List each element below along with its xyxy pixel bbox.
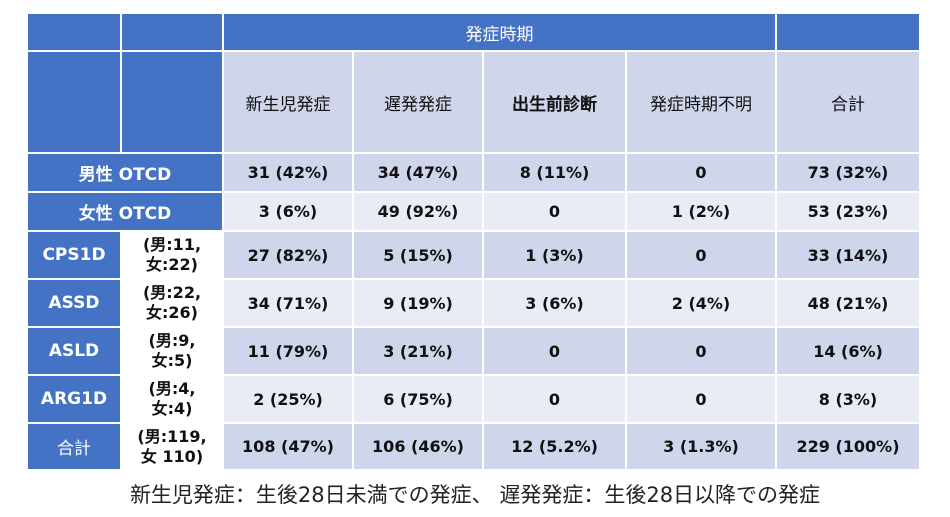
table-cell: 1 (2%)	[625, 191, 777, 232]
table-cell: 0	[482, 326, 627, 376]
table-cell: 3 (6%)	[482, 278, 627, 328]
table-cell: 9 (19%)	[352, 278, 484, 328]
sub-line: (男:9,	[148, 331, 196, 350]
column-header-blank-2	[120, 50, 224, 154]
table-cell: 34 (71%)	[222, 278, 354, 328]
onset-period-header: 発症時期	[222, 12, 777, 52]
footnote-caption: 新生児発症：生後28日未満での発症、 遅発発症：生後28日以降での発症	[129, 483, 821, 507]
sub-line: 女:5)	[151, 351, 193, 370]
header-corner-1	[26, 12, 122, 52]
table-row: 女性 OTCD 3 (6%) 49 (92%) 0 1 (2%) 53 (23%…	[26, 191, 921, 232]
table-row: ASSD (男:22, 女:26) 34 (71%) 9 (19%) 3 (6%)…	[26, 278, 921, 328]
table-row: ASLD (男:9, 女:5) 11 (79%) 3 (21%) 0 0 14 (…	[26, 326, 921, 376]
sub-line: (男:22,	[142, 283, 202, 302]
column-header-total: 合計	[775, 50, 921, 154]
table-cell: 0	[625, 152, 777, 193]
sub-line: 女:26)	[146, 303, 198, 322]
table-row: CPS1D (男:11, 女:22) 27 (82%) 5 (15%) 1 (3%…	[26, 230, 921, 280]
table-cell: 49 (92%)	[352, 191, 484, 232]
row-label: 男性 OTCD	[26, 152, 224, 193]
column-header-neonatal: 新生児発症	[222, 50, 354, 154]
table-cell: 0	[625, 374, 777, 424]
table-cell: 48 (21%)	[775, 278, 921, 328]
table-cell: 0	[625, 326, 777, 376]
table-cell: 0	[482, 374, 627, 424]
onset-table: 発症時期 新生児発症 遅発発症 出生前診断 発症時期不明 合計 男性 OTCD …	[26, 12, 921, 471]
sub-line: (男:119,	[137, 426, 207, 446]
row-sex-breakdown: (男:9, 女:5)	[120, 326, 224, 376]
table-cell: 11 (79%)	[222, 326, 354, 376]
table-cell: 3 (6%)	[222, 191, 354, 232]
table-cell: 2 (25%)	[222, 374, 354, 424]
table-cell: 14 (6%)	[775, 326, 921, 376]
row-sex-breakdown: (男:119, 女 110)	[120, 422, 224, 471]
column-header-late-onset: 遅発発症	[352, 50, 484, 154]
row-label: ARG1D	[26, 374, 122, 424]
sub-line: 女:22)	[146, 255, 198, 274]
row-sex-breakdown: (男:4, 女:4)	[120, 374, 224, 424]
table-cell: 229 (100%)	[775, 422, 921, 471]
table-cell: 106 (46%)	[352, 422, 484, 471]
table-cell: 34 (47%)	[352, 152, 484, 193]
row-label: 合計	[26, 422, 122, 471]
row-label: CPS1D	[26, 230, 122, 280]
table-cell: 8 (11%)	[482, 152, 627, 193]
header-corner-2	[120, 12, 224, 52]
table-cell: 5 (15%)	[352, 230, 484, 280]
table-row: 合計 (男:119, 女 110) 108 (47%) 106 (46%) 12 …	[26, 422, 921, 471]
row-sex-breakdown: (男:11, 女:22)	[120, 230, 224, 280]
header-total-top	[775, 12, 921, 52]
column-header-unknown: 発症時期不明	[625, 50, 777, 154]
table-cell: 12 (5.2%)	[482, 422, 627, 471]
table-cell: 73 (32%)	[775, 152, 921, 193]
table-cell: 27 (82%)	[222, 230, 354, 280]
table-cell: 53 (23%)	[775, 191, 921, 232]
table-cell: 0	[482, 191, 627, 232]
row-label: ASSD	[26, 278, 122, 328]
column-header-blank-1	[26, 50, 122, 154]
table-cell: 0	[625, 230, 777, 280]
sub-line: 女:4)	[151, 399, 193, 418]
table-cell: 1 (3%)	[482, 230, 627, 280]
table-cell: 31 (42%)	[222, 152, 354, 193]
sub-line: (男:4,	[148, 379, 196, 398]
table-row: 男性 OTCD 31 (42%) 34 (47%) 8 (11%) 0 73 (…	[26, 152, 921, 193]
table-cell: 33 (14%)	[775, 230, 921, 280]
row-label: ASLD	[26, 326, 122, 376]
table-cell: 8 (3%)	[775, 374, 921, 424]
sub-line: 女 110)	[140, 446, 204, 466]
row-label: 女性 OTCD	[26, 191, 224, 232]
column-header-prenatal: 出生前診断	[482, 50, 627, 154]
table-cell: 2 (4%)	[625, 278, 777, 328]
table-cell: 6 (75%)	[352, 374, 484, 424]
table-cell: 108 (47%)	[222, 422, 354, 471]
table-cell: 3 (21%)	[352, 326, 484, 376]
sub-line: (男:11,	[142, 235, 202, 254]
row-sex-breakdown: (男:22, 女:26)	[120, 278, 224, 328]
table-row: ARG1D (男:4, 女:4) 2 (25%) 6 (75%) 0 0 8 (3…	[26, 374, 921, 424]
table-cell: 3 (1.3%)	[625, 422, 777, 471]
